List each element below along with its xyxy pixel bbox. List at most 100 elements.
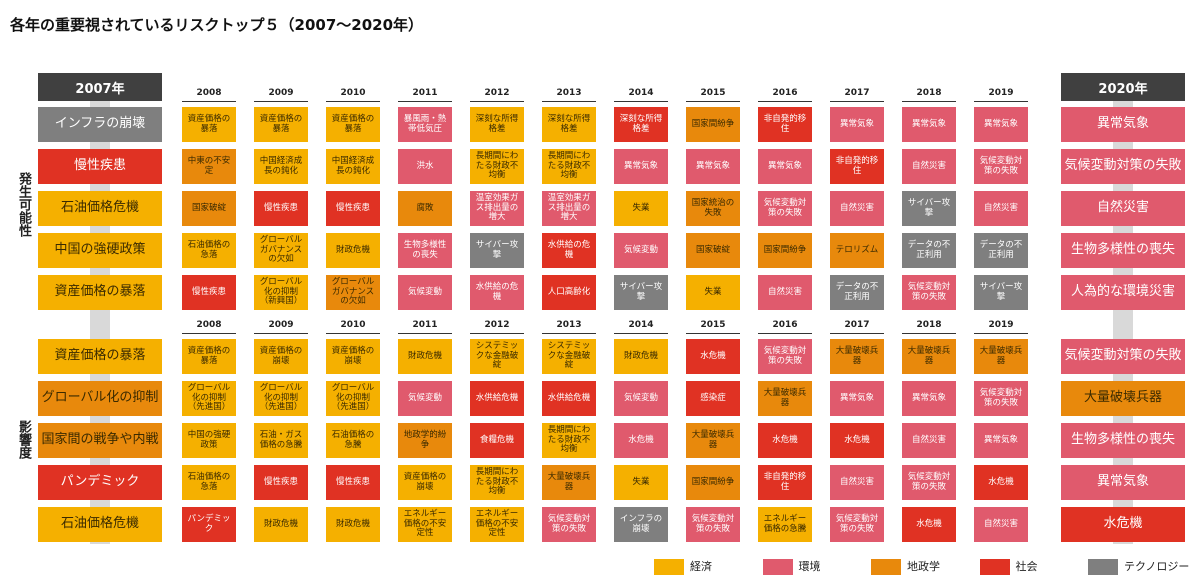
risk-cell: 国家統治の失敗 [686, 191, 740, 226]
risk-cell: 異常気象 [614, 149, 668, 184]
risk-cell: グローバル化の抑制（先進国） [182, 381, 236, 416]
risk-cell: 国家間紛争 [686, 107, 740, 142]
risk-cell: 石油価格危機 [38, 507, 162, 542]
risk-cell: 腐敗 [398, 191, 452, 226]
risk-cell: 深刻な所得格差 [614, 107, 668, 142]
risk-cell: インフラの崩壊 [38, 107, 162, 142]
risk-cell: サイバー攻撃 [974, 275, 1028, 310]
risk-cell: 水危機 [974, 465, 1028, 500]
risk-cell: 気候変動対策の失敗 [542, 507, 596, 542]
risk-cell: 資産価格の暴落 [182, 339, 236, 374]
risk-cell: 非自発的移住 [758, 465, 812, 500]
year-label: 2019 [974, 320, 1028, 334]
risk-cell: 財政危機 [254, 507, 308, 542]
risk-cell: 気候変動対策の失敗 [974, 149, 1028, 184]
risk-cell: 慢性疾患 [326, 465, 380, 500]
risk-cell: 気候変動対策の失敗 [902, 275, 956, 310]
year-label: 2018 [902, 88, 956, 102]
risk-cell: 気候変動対策の失敗 [830, 507, 884, 542]
year-label: 2013 [542, 320, 596, 334]
risk-cell: 資産価格の暴落 [326, 107, 380, 142]
risk-cell: サイバー攻撃 [470, 233, 524, 268]
year-label: 2010 [326, 88, 380, 102]
legend-swatch [871, 559, 901, 575]
risk-cell: 非自発的移住 [830, 149, 884, 184]
risk-cell: サイバー攻撃 [614, 275, 668, 310]
legend-swatch [979, 559, 1010, 575]
risk-cell: 自然災害 [758, 275, 812, 310]
risk-cell: 国家破綻 [182, 191, 236, 226]
legend-label: 経済 [690, 560, 712, 573]
risk-cell: 食糧危機 [470, 423, 524, 458]
risk-cell: グローバルガバナンスの欠如 [254, 233, 308, 268]
section-label: 発生可能性 [16, 172, 31, 237]
risk-cell: 温室効果ガス排出量の増大 [470, 191, 524, 226]
risk-cell: エネルギー価格の不安定性 [398, 507, 452, 542]
risk-cell: テロリズム [830, 233, 884, 268]
risk-cell: 人為的な環境災害 [1061, 275, 1185, 310]
risk-cell: グローバルガバナンスの欠如 [326, 275, 380, 310]
risk-cell: 資産価格の暴落 [254, 107, 308, 142]
risk-cell: 自然災害 [902, 149, 956, 184]
risk-cell: 資産価格の崩壊 [398, 465, 452, 500]
risk-cell: 深刻な所得格差 [542, 107, 596, 142]
risk-cell: 自然災害 [830, 191, 884, 226]
risk-cell: 石油価格の急落 [182, 465, 236, 500]
year-label: 2016 [758, 320, 812, 334]
risk-cell: 財政危機 [614, 339, 668, 374]
year-label: 2008 [182, 320, 236, 334]
risk-cell: 自然災害 [1061, 191, 1185, 226]
risk-cell: 財政危機 [398, 339, 452, 374]
risk-cell: パンデミック [38, 465, 162, 500]
risk-cell: 財政危機 [326, 507, 380, 542]
risk-cell: 慢性疾患 [254, 191, 308, 226]
risk-cell: 異常気象 [1061, 465, 1185, 500]
risk-cell: 石油価格の急騰 [326, 423, 380, 458]
legend-swatch [1088, 559, 1118, 575]
risk-cell: 水危機 [686, 339, 740, 374]
risk-cell: 水危機 [758, 423, 812, 458]
risk-cell: 中国経済成長の鈍化 [326, 149, 380, 184]
risk-cell: 大量破壊兵器 [1061, 381, 1185, 416]
risk-cell: 水供給の危機 [542, 233, 596, 268]
risk-cell: 国家間紛争 [758, 233, 812, 268]
risk-cell: 気候変動対策の失敗 [686, 507, 740, 542]
legend-swatch [762, 559, 793, 575]
risk-cell: 慢性疾患 [254, 465, 308, 500]
risk-cell: 気候変動 [398, 275, 452, 310]
title: 各年の重要視されているリスクトップ５（2007～2020年） [10, 16, 424, 34]
risk-cell: 感染症 [686, 381, 740, 416]
risk-cell: 石油・ガス価格の急騰 [254, 423, 308, 458]
risk-cell: 水供給危機 [470, 381, 524, 416]
risk-cell: 異常気象 [1061, 107, 1185, 142]
risk-cell: 気候変動 [398, 381, 452, 416]
risk-cell: サイバー攻撃 [902, 191, 956, 226]
risk-cell: 大量破壊兵器 [830, 339, 884, 374]
risk-cell: グローバル化の抑制（先進国） [254, 381, 308, 416]
risk-cell: 水危機 [902, 507, 956, 542]
risk-cell: 水供給危機 [542, 381, 596, 416]
risk-cell: 資産価格の暴落 [182, 107, 236, 142]
risk-cell: 異常気象 [830, 107, 884, 142]
risk-cell: 非自発的移住 [758, 107, 812, 142]
risk-cell: システミックな金融破綻 [470, 339, 524, 374]
risk-cell: 水危機 [614, 423, 668, 458]
risk-cell: 長期間にわたる財政不均衡 [542, 149, 596, 184]
risk-cell: 大量破壊兵器 [974, 339, 1028, 374]
risk-cell: 長期間にわたる財政不均衡 [470, 149, 524, 184]
risk-cell: 深刻な所得格差 [470, 107, 524, 142]
year-label: 2014 [614, 320, 668, 334]
risk-cell: 国家間の戦争や内戦 [38, 423, 162, 458]
risk-cell: 大量破壊兵器 [902, 339, 956, 374]
risk-cell: システミックな金融破綻 [542, 339, 596, 374]
risk-cell: 中国の強硬政策 [182, 423, 236, 458]
risk-cell: 暴風雨・熱帯低気圧 [398, 107, 452, 142]
risk-cell: 異常気象 [902, 381, 956, 416]
risk-cell: 失業 [614, 191, 668, 226]
year-label: 2018 [902, 320, 956, 334]
risk-cell: 資産価格の崩壊 [254, 339, 308, 374]
risk-cell: 慢性疾患 [38, 149, 162, 184]
risk-cell: インフラの崩壊 [614, 507, 668, 542]
legend-label: 環境 [798, 560, 821, 573]
year-label: 2012 [470, 88, 524, 102]
